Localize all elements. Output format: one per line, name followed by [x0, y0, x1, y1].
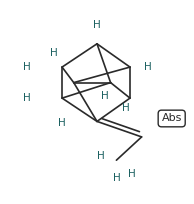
Text: H: H	[122, 103, 130, 113]
Text: H: H	[144, 62, 151, 72]
Text: H: H	[23, 62, 31, 72]
Text: H: H	[50, 48, 58, 58]
Text: H: H	[97, 151, 105, 161]
Text: H: H	[93, 20, 101, 30]
Text: H: H	[58, 118, 66, 128]
Text: Abs: Abs	[161, 113, 182, 123]
Text: H: H	[101, 91, 109, 101]
Text: H: H	[128, 169, 136, 179]
Text: H: H	[23, 93, 31, 103]
Text: H: H	[113, 173, 120, 183]
